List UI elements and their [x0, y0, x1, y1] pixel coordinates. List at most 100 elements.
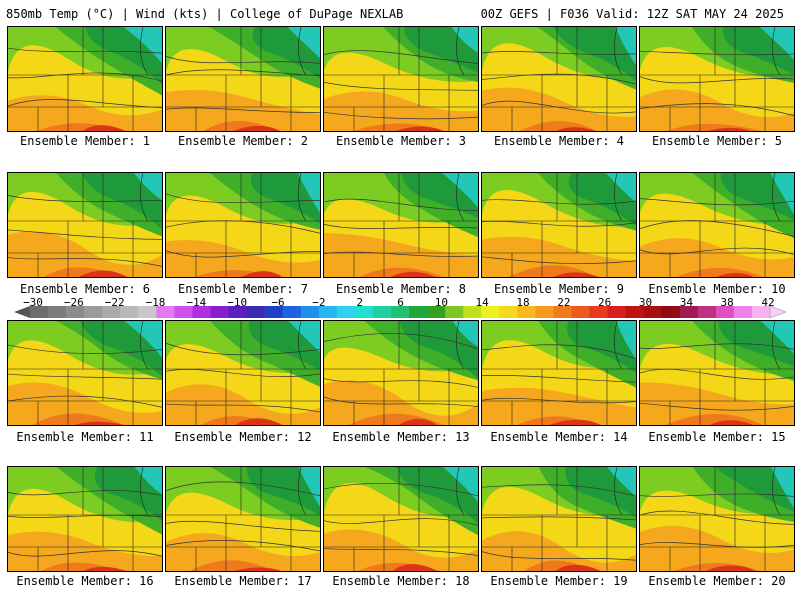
- ensemble-member-panel: [7, 172, 163, 278]
- temperature-map: [482, 27, 636, 131]
- colorbar-segment: [427, 306, 446, 318]
- temperature-map: [324, 321, 478, 425]
- ensemble-member-panel: [639, 320, 795, 426]
- ensemble-member-label: Ensemble Member: 20: [648, 574, 786, 588]
- temperature-map: [482, 173, 636, 277]
- temperature-map: [482, 467, 636, 571]
- ensemble-member-label: Ensemble Member: 19: [490, 574, 628, 588]
- ensemble-member-panel: [639, 26, 795, 132]
- ensemble-member-panel: [481, 26, 637, 132]
- valid-time: 00Z GEFS | F036 Valid: 12Z SAT MAY 24 20…: [480, 7, 784, 21]
- ensemble-member-label: Ensemble Member: 8: [335, 282, 467, 296]
- ensemble-member-label: Ensemble Member: 18: [332, 574, 470, 588]
- colorbar-segment: [751, 306, 771, 318]
- colorbar-segment: [607, 306, 627, 318]
- temperature-map: [8, 173, 162, 277]
- colorbar-tick-label: 10: [434, 296, 448, 309]
- temperature-map: [324, 467, 478, 571]
- colorbar-segment: [318, 306, 338, 318]
- colorbar-tick-label: 30: [638, 296, 653, 309]
- temperature-map: [482, 321, 636, 425]
- colorbar-segment: [643, 306, 663, 318]
- color-scale-bar: [14, 306, 786, 318]
- ensemble-member-label: Ensemble Member: 17: [174, 574, 312, 588]
- colorbar-segment: [589, 306, 609, 318]
- colorbar-segment: [48, 306, 67, 318]
- ensemble-member-label: Ensemble Member: 14: [490, 430, 628, 444]
- ensemble-member-label: Ensemble Member: 4: [493, 134, 625, 148]
- colorbar-segment: [499, 306, 518, 318]
- temperature-map: [166, 321, 320, 425]
- colorbar-tick-label: 6: [397, 296, 404, 309]
- ensemble-member-label: Ensemble Member: 15: [648, 430, 786, 444]
- ensemble-member-panel: [323, 320, 479, 426]
- ensemble-member-label: Ensemble Member: 7: [177, 282, 309, 296]
- ensemble-member-panel: [323, 172, 479, 278]
- ensemble-member-label: Ensemble Member: 5: [651, 134, 783, 148]
- colorbar-tick-label: 26: [598, 296, 612, 309]
- ensemble-member-panel: [639, 172, 795, 278]
- colorbar-tick-label: 34: [679, 296, 693, 309]
- colorbar-segment: [192, 306, 211, 318]
- colorbar-segment: [138, 306, 157, 318]
- ensemble-member-label: Ensemble Member: 10: [648, 282, 786, 296]
- colorbar-tick-label: −26: [63, 296, 84, 309]
- colorbar-segment: [372, 306, 392, 318]
- colorbar-max-arrow: [769, 306, 786, 318]
- colorbar-tick-label: 42: [761, 296, 775, 309]
- colorbar-segment: [517, 306, 536, 318]
- temperature-map: [8, 467, 162, 571]
- map-title: 850mb Temp (°C) | Wind (kts) | College o…: [6, 7, 404, 21]
- colorbar-tick-label: 14: [475, 296, 489, 309]
- colorbar-tick-label: −6: [271, 296, 285, 309]
- temperature-map: [324, 173, 478, 277]
- ensemble-member-label: Ensemble Member: 12: [174, 430, 312, 444]
- ensemble-member-panel: [165, 26, 321, 132]
- ensemble-member-panel: [323, 26, 479, 132]
- ensemble-member-label: Ensemble Member: 11: [16, 430, 154, 444]
- colorbar-segment: [174, 306, 193, 318]
- colorbar-segment: [715, 306, 735, 318]
- temperature-map: [640, 27, 794, 131]
- ensemble-member-panel: [481, 466, 637, 572]
- temperature-map: [324, 27, 478, 131]
- colorbar-segment: [228, 306, 248, 318]
- ensemble-member-panel: [481, 320, 637, 426]
- temperature-map: [166, 467, 320, 571]
- colorbar-segment: [409, 306, 428, 318]
- colorbar-segment: [571, 306, 591, 318]
- colorbar-tick-label: −10: [227, 296, 248, 309]
- colorbar-segment: [336, 306, 356, 318]
- colorbar-segment: [30, 306, 49, 318]
- colorbar-tick-label: −18: [145, 296, 166, 309]
- ensemble-member-label: Ensemble Member: 1: [19, 134, 151, 148]
- ensemble-member-panel: [165, 466, 321, 572]
- colorbar-segment: [282, 306, 302, 318]
- temperature-map: [8, 321, 162, 425]
- ensemble-member-label: Ensemble Member: 3: [335, 134, 467, 148]
- colorbar-segment: [120, 306, 139, 318]
- colorbar-segment: [264, 306, 284, 318]
- colorbar-segment: [481, 306, 500, 318]
- temperature-map: [640, 173, 794, 277]
- colorbar-tick-label: 38: [720, 296, 734, 309]
- colorbar-segment: [390, 306, 410, 318]
- ensemble-member-panel: [323, 466, 479, 572]
- colorbar-segment: [84, 306, 103, 318]
- colorbar-tick-label: −30: [23, 296, 43, 309]
- colorbar-segment: [679, 306, 699, 318]
- colorbar-segment: [246, 306, 266, 318]
- ensemble-member-label: Ensemble Member: 2: [177, 134, 309, 148]
- colorbar-segment: [625, 306, 645, 318]
- colorbar-segment: [156, 306, 175, 318]
- temperature-map: [166, 173, 320, 277]
- colorbar-segment: [354, 306, 374, 318]
- ensemble-member-panel: [7, 320, 163, 426]
- ensemble-member-label: Ensemble Member: 16: [16, 574, 154, 588]
- colorbar-segment: [102, 306, 121, 318]
- colorbar-segment: [463, 306, 482, 318]
- ensemble-member-panel: [7, 26, 163, 132]
- colorbar-segment: [535, 306, 554, 318]
- colorbar-tick-label: 18: [516, 296, 530, 309]
- colorbar-segment: [697, 306, 717, 318]
